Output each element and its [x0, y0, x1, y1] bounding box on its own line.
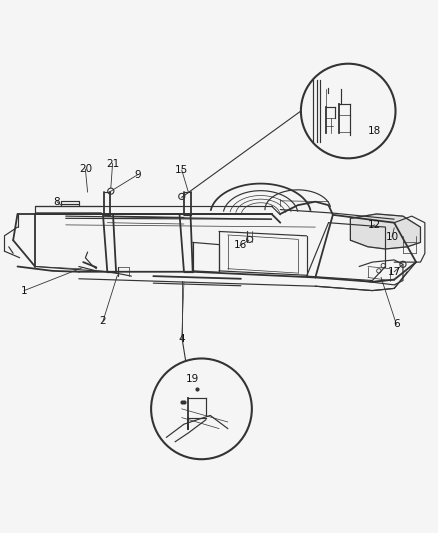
Text: 21: 21	[106, 159, 119, 168]
Text: 17: 17	[388, 266, 401, 277]
Circle shape	[301, 64, 396, 158]
Text: 19: 19	[186, 374, 199, 384]
Text: 18: 18	[368, 126, 381, 136]
Text: 1: 1	[21, 286, 28, 296]
Text: 2: 2	[99, 316, 106, 326]
Text: 10: 10	[385, 232, 399, 242]
Text: 15: 15	[175, 165, 188, 175]
Circle shape	[151, 359, 252, 459]
Polygon shape	[350, 214, 420, 249]
Text: 16: 16	[233, 240, 247, 251]
Text: 6: 6	[393, 319, 400, 329]
Text: 12: 12	[368, 220, 381, 230]
Text: 8: 8	[53, 197, 60, 207]
Text: 4: 4	[178, 334, 185, 344]
Text: 20: 20	[79, 164, 92, 174]
Text: 9: 9	[134, 169, 141, 180]
